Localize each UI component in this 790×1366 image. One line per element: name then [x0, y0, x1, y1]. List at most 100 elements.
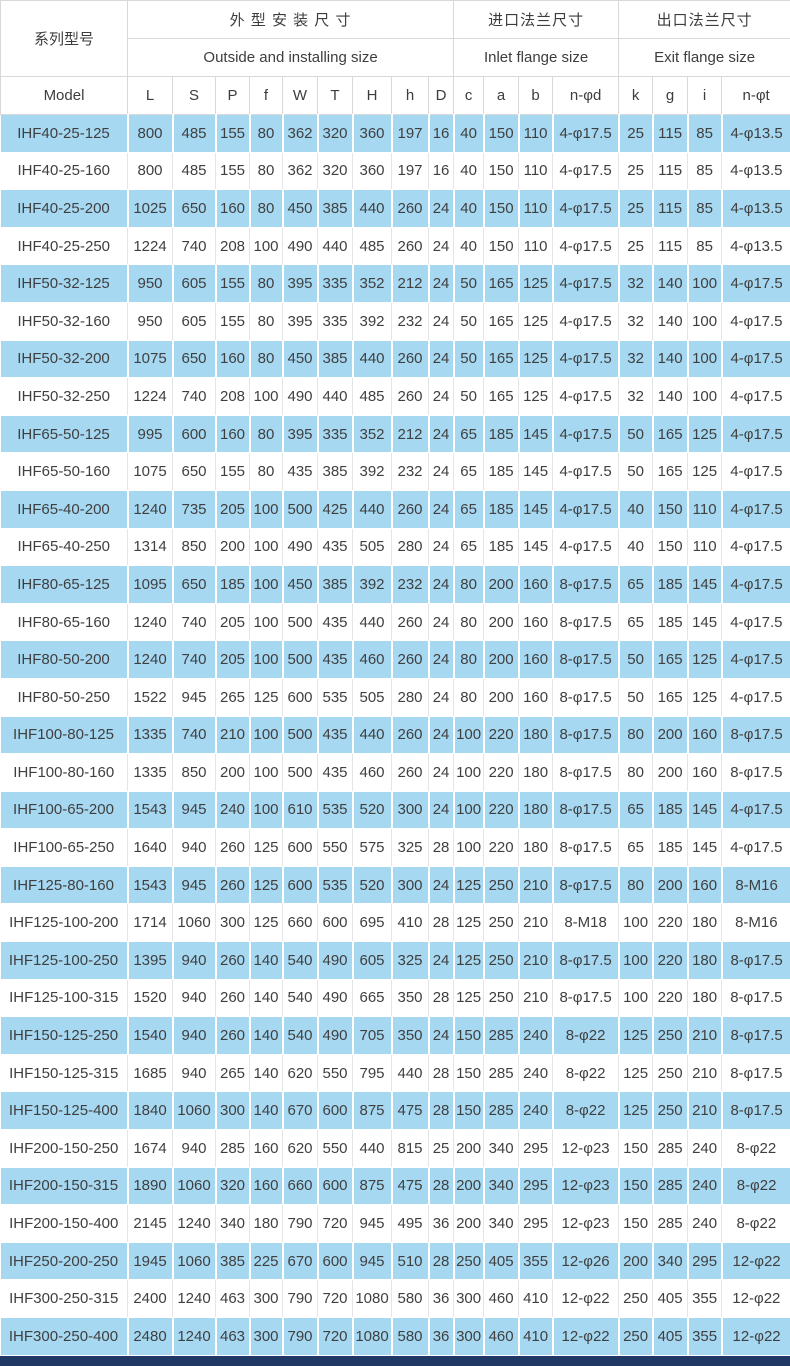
value-cell: 485 — [352, 227, 392, 265]
value-cell: 4-φ13.5 — [721, 152, 790, 190]
value-cell: 4-φ13.5 — [721, 227, 790, 265]
value-cell: 150 — [453, 1016, 485, 1055]
value-cell: 150 — [618, 1204, 654, 1243]
value-cell: 1543 — [127, 790, 174, 830]
value-cell: 8-φ17.5 — [552, 753, 620, 792]
value-cell: 80 — [618, 715, 654, 755]
value-cell: 125 — [453, 865, 485, 905]
value-cell: 260 — [215, 865, 251, 905]
value-cell: 1060 — [172, 1091, 217, 1131]
value-cell: 1520 — [127, 979, 173, 1017]
value-cell: 850 — [172, 528, 216, 566]
model-cell: IHF80-65-125 — [0, 565, 129, 604]
table-row: IHF40-25-250 1224 740 208 100 490 440 485 260 24 4… — [0, 227, 790, 265]
value-cell: 790 — [282, 1204, 318, 1243]
value-cell: 500 — [282, 489, 319, 529]
value-cell: 355 — [518, 1241, 554, 1281]
value-cell: 300 — [391, 865, 430, 905]
value-cell: 8-φ17.5 — [552, 565, 620, 604]
value-cell: 435 — [282, 452, 318, 491]
value-cell: 350 — [391, 979, 429, 1017]
value-cell: 945 — [352, 1241, 393, 1281]
value-cell: 80 — [618, 753, 654, 792]
value-cell: 205 — [215, 603, 250, 641]
value-cell: 125 — [687, 640, 723, 679]
value-cell: 392 — [352, 302, 392, 341]
value-cell: 660 — [282, 903, 318, 942]
model-cell: IHF80-50-200 — [0, 640, 129, 679]
value-cell: 320 — [317, 152, 353, 190]
value-cell: 740 — [172, 603, 216, 641]
value-cell: 125 — [618, 1016, 654, 1055]
value-cell: 410 — [518, 1279, 554, 1318]
value-cell: 875 — [352, 1166, 393, 1206]
value-cell: 260 — [391, 715, 430, 755]
value-cell: 24 — [428, 189, 455, 228]
value-cell: 232 — [391, 302, 429, 341]
value-cell: 100 — [249, 715, 284, 755]
table-row: IHF65-50-125 995 600 160 80 395 335 352 212 24 65 1… — [0, 414, 790, 454]
value-cell: 1060 — [172, 1241, 217, 1281]
value-cell: 610 — [282, 790, 319, 830]
value-cell: 160 — [687, 753, 723, 792]
value-cell: 155 — [215, 452, 250, 491]
value-cell: 475 — [391, 1091, 430, 1131]
value-cell: 940 — [172, 1016, 217, 1055]
value-cell: 32 — [618, 264, 654, 303]
value-cell: 140 — [249, 1054, 283, 1092]
value-cell: 295 — [518, 1166, 554, 1206]
value-cell: 4-φ17.5 — [552, 189, 620, 228]
model-cell: IHF125-100-315 — [0, 979, 128, 1017]
value-cell: 660 — [282, 1166, 319, 1206]
value-cell: 295 — [687, 1241, 723, 1281]
value-cell: 650 — [172, 339, 217, 379]
model-cell: IHF150-125-315 — [0, 1054, 128, 1092]
value-cell: 4-φ17.5 — [552, 264, 620, 303]
value-cell: 355 — [687, 1317, 723, 1356]
value-cell: 80 — [249, 152, 283, 190]
value-cell: 125 — [518, 302, 554, 341]
value-cell: 24 — [428, 603, 455, 641]
value-cell: 300 — [249, 1279, 283, 1318]
value-cell: 220 — [483, 828, 520, 867]
value-cell: 340 — [652, 1241, 689, 1281]
value-cell: 340 — [483, 1129, 520, 1168]
value-cell: 440 — [352, 1129, 392, 1168]
value-cell: 940 — [172, 979, 216, 1017]
value-cell: 205 — [215, 489, 251, 529]
table-row: IHF300-250-315 2400 1240 463 300 790 720 1080 58… — [0, 1279, 790, 1318]
value-cell: 12-φ23 — [552, 1129, 620, 1168]
value-cell: 40 — [453, 114, 485, 153]
value-cell: 4-φ17.5 — [721, 565, 790, 604]
value-cell: 160 — [518, 603, 554, 641]
table-row: IHF80-65-125 1095 650 185 100 450 385 392 232 24 8… — [0, 565, 790, 604]
value-cell: 600 — [282, 828, 318, 867]
value-cell: 24 — [428, 452, 455, 491]
value-cell: 50 — [453, 302, 485, 341]
value-cell: 950 — [127, 264, 174, 303]
value-cell: 25 — [618, 227, 654, 265]
value-cell: 165 — [483, 302, 520, 341]
value-cell: 80 — [453, 565, 485, 604]
value-cell: 220 — [483, 790, 520, 830]
value-cell: 140 — [249, 1016, 284, 1055]
value-cell: 80 — [249, 302, 283, 341]
value-cell: 505 — [352, 528, 392, 566]
value-cell: 220 — [652, 903, 689, 942]
value-cell: 475 — [391, 1166, 430, 1206]
model-cell: IHF50-32-125 — [0, 264, 129, 303]
table-row: IHF80-50-200 1240 740 205 100 500 435 460 260 24 8… — [0, 640, 790, 679]
value-cell: 2145 — [127, 1204, 173, 1243]
model-cell: IHF65-50-160 — [0, 452, 128, 491]
value-cell: 36 — [428, 1279, 455, 1318]
value-cell: 410 — [391, 903, 429, 942]
value-cell: 200 — [483, 640, 520, 679]
bottom-bar — [0, 1355, 790, 1366]
value-cell: 405 — [652, 1317, 689, 1356]
value-cell: 100 — [249, 489, 284, 529]
value-cell: 335 — [317, 302, 353, 341]
value-cell: 945 — [172, 678, 216, 716]
table-row: IHF150-125-400 1840 1060 300 140 670 600 875 475… — [0, 1091, 790, 1131]
col-header-i: i — [687, 76, 723, 115]
